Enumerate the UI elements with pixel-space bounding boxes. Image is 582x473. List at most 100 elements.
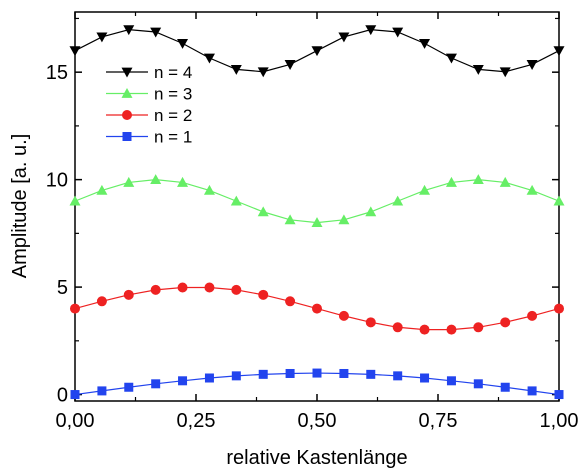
data-point-n-2 bbox=[446, 324, 457, 335]
y-axis-label: Amplitude [a. u.] bbox=[9, 134, 31, 279]
data-point-n-3 bbox=[365, 206, 377, 217]
y-tick-label: 0 bbox=[57, 385, 68, 407]
data-point-n-1 bbox=[285, 368, 295, 378]
legend-marker-n-3 bbox=[121, 88, 133, 98]
data-point-n-4 bbox=[284, 60, 296, 70]
legend-marker-n-1 bbox=[122, 132, 132, 141]
data-point-n-3 bbox=[123, 176, 135, 187]
data-point-n-1 bbox=[554, 390, 564, 400]
data-point-n-1 bbox=[527, 386, 537, 396]
data-point-n-1 bbox=[97, 386, 107, 396]
data-point-n-1 bbox=[178, 376, 188, 386]
data-point-n-4 bbox=[365, 25, 377, 36]
data-point-n-3 bbox=[284, 214, 296, 225]
series-line-n-3 bbox=[74, 179, 560, 224]
data-point-n-2 bbox=[70, 303, 80, 314]
data-point-n-2 bbox=[312, 303, 322, 314]
data-point-n-4 bbox=[526, 60, 538, 70]
data-point-n-2 bbox=[392, 322, 403, 333]
data-point-n-1 bbox=[366, 369, 376, 379]
data-point-n-4 bbox=[338, 32, 350, 43]
data-point-n-3 bbox=[419, 184, 431, 195]
series-n-3 bbox=[69, 174, 565, 228]
data-point-n-1 bbox=[473, 379, 483, 389]
data-point-n-3 bbox=[96, 184, 108, 195]
data-point-n-3 bbox=[230, 195, 242, 206]
data-point-n-2 bbox=[365, 317, 376, 328]
data-point-n-4 bbox=[257, 67, 269, 78]
y-tick-label: 10 bbox=[46, 170, 68, 192]
data-point-n-1 bbox=[204, 373, 214, 383]
data-point-n-3 bbox=[177, 176, 189, 187]
data-point-n-4 bbox=[230, 64, 242, 75]
data-point-n-3 bbox=[445, 176, 457, 187]
x-tick-label: 1,00 bbox=[540, 410, 579, 432]
data-point-n-3 bbox=[392, 195, 404, 206]
data-point-n-3 bbox=[150, 174, 162, 185]
data-point-n-4 bbox=[553, 46, 565, 57]
data-point-n-2 bbox=[258, 289, 269, 300]
y-tick-label: 5 bbox=[57, 277, 68, 299]
series-n-1 bbox=[70, 368, 564, 400]
data-point-n-4 bbox=[419, 38, 431, 49]
legend: n = 4 n = 3 n = 2 n = 1 bbox=[106, 63, 192, 147]
data-point-n-3 bbox=[338, 214, 350, 225]
data-point-n-4 bbox=[69, 46, 81, 57]
legend-label-n-3: n = 3 bbox=[154, 85, 192, 104]
data-point-n-2 bbox=[500, 317, 511, 328]
data-point-n-2 bbox=[473, 322, 484, 333]
data-point-n-3 bbox=[69, 195, 81, 206]
data-point-n-2 bbox=[231, 284, 242, 295]
data-point-n-3 bbox=[257, 206, 269, 217]
legend-label-n-2: n = 2 bbox=[154, 106, 192, 125]
y-tick-label: 15 bbox=[46, 62, 68, 84]
data-point-n-2 bbox=[419, 324, 430, 335]
x-tick-label: 0,25 bbox=[177, 410, 216, 432]
data-point-n-2 bbox=[150, 284, 161, 295]
data-point-n-2 bbox=[204, 282, 215, 293]
data-point-n-4 bbox=[499, 67, 511, 78]
x-tick-label: 0,00 bbox=[56, 410, 95, 432]
legend-marker-n-2 bbox=[122, 110, 132, 120]
data-point-n-2 bbox=[177, 282, 188, 293]
data-point-n-1 bbox=[258, 369, 268, 379]
data-point-n-4 bbox=[203, 53, 215, 64]
data-point-n-1 bbox=[500, 382, 510, 392]
legend-marker-n-4 bbox=[121, 67, 133, 78]
x-tick-label: 0,75 bbox=[419, 410, 458, 432]
data-point-n-4 bbox=[392, 27, 404, 38]
data-point-n-1 bbox=[151, 379, 161, 389]
data-point-n-3 bbox=[526, 184, 538, 195]
data-point-n-3 bbox=[553, 195, 565, 206]
x-tick-label: 0,50 bbox=[298, 410, 337, 432]
data-point-n-4 bbox=[445, 53, 457, 64]
data-point-n-4 bbox=[472, 64, 484, 75]
series-n-4 bbox=[69, 25, 565, 78]
series-n-2 bbox=[70, 282, 564, 335]
legend-label-n-4: n = 4 bbox=[154, 63, 192, 82]
data-point-n-1 bbox=[393, 371, 403, 381]
data-point-n-3 bbox=[499, 176, 511, 187]
axis-ticks: 0,00 0,25 0,50 0,75 1,00 0 5 10 15 bbox=[46, 12, 579, 432]
legend-label-n-1: n = 1 bbox=[154, 128, 192, 147]
data-point-n-1 bbox=[420, 373, 430, 383]
data-point-n-4 bbox=[150, 27, 162, 38]
data-point-n-3 bbox=[203, 184, 215, 195]
data-point-n-2 bbox=[285, 296, 296, 307]
data-point-n-3 bbox=[311, 217, 323, 228]
data-point-n-2 bbox=[123, 289, 134, 300]
data-point-n-2 bbox=[527, 310, 538, 321]
data-point-n-2 bbox=[338, 310, 349, 321]
data-point-n-4 bbox=[177, 38, 189, 49]
series-layer bbox=[69, 25, 565, 400]
data-point-n-4 bbox=[311, 46, 323, 57]
data-point-n-4 bbox=[96, 32, 108, 43]
data-point-n-1 bbox=[339, 368, 349, 378]
data-point-n-2 bbox=[554, 303, 564, 314]
data-point-n-4 bbox=[123, 25, 135, 36]
data-point-n-1 bbox=[312, 368, 322, 378]
x-axis-label: relative Kastenlänge bbox=[226, 447, 407, 469]
data-point-n-1 bbox=[70, 390, 80, 400]
data-point-n-1 bbox=[446, 376, 456, 386]
